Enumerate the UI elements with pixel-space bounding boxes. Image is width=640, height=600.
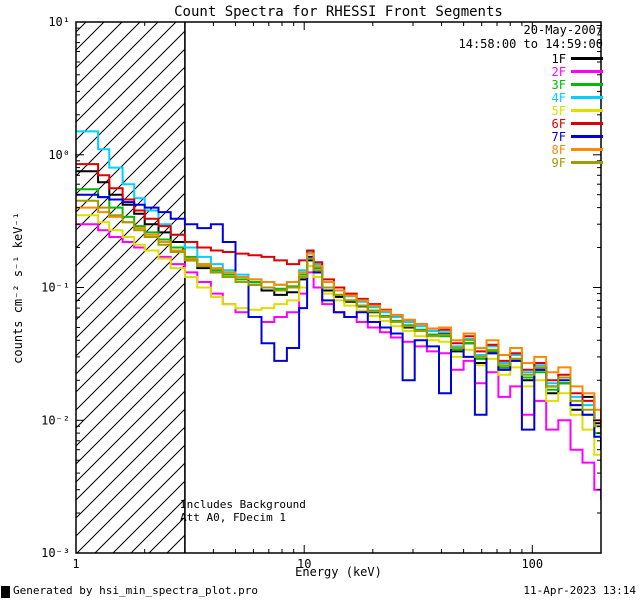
x-axis-label: Energy (keV) (295, 565, 382, 579)
legend-entry: 4F (551, 90, 603, 105)
attenuator-note: Att A0, FDecim 1 (180, 511, 286, 524)
background-note: Includes Background (180, 498, 306, 511)
legend-entry: 3F (551, 77, 603, 92)
legend-color-line (571, 70, 603, 73)
legend-entry: 8F (551, 142, 603, 157)
low-energy-hatch-region (76, 22, 185, 553)
y-tick-label: 10⁻³ (41, 546, 70, 560)
page-title: Count Spectra for RHESSI Front Segments (174, 4, 503, 20)
x-tick-label: 10 (297, 557, 311, 571)
legend-entry-label: 9F (551, 155, 566, 170)
series-layer (76, 130, 601, 501)
legend-entry: 2F (551, 64, 603, 79)
legend-entry-label: 3F (551, 77, 566, 92)
y-tick-label: 10⁻² (41, 413, 70, 427)
legend-color-line (571, 161, 603, 164)
y-tick-label: 10⁻¹ (41, 281, 70, 295)
legend: 1F 2F 3F 4F 5F 6F 7F 8F 9F (551, 51, 603, 170)
generator-credit: Generated by hsi_min_spectra_plot.pro (13, 584, 259, 597)
legend-color-line (571, 83, 603, 86)
legend-color-line (571, 109, 603, 112)
series-9F-line (76, 199, 601, 437)
legend-color-line (571, 96, 603, 99)
legend-entry-label: 6F (551, 116, 566, 131)
legend-entry-label: 2F (551, 64, 566, 79)
y-tick-label: 10¹ (48, 15, 70, 29)
observation-datetime: 20-May-2007 14:58:00 to 14:59:00 (458, 23, 604, 51)
plot-border (75, 21, 602, 554)
legend-entry-label: 4F (551, 90, 566, 105)
legend-entry: 5F (551, 103, 603, 118)
footer-marker-block (1, 586, 10, 598)
x-tick-label: 100 (521, 557, 543, 571)
legend-entry-label: 8F (551, 142, 566, 157)
legend-entry: 7F (551, 129, 603, 144)
legend-entry-label: 7F (551, 129, 566, 144)
y-tick-label: 10⁰ (48, 148, 70, 162)
legend-color-line (571, 148, 603, 151)
observation-date: 20-May-2007 (523, 23, 603, 37)
render-timestamp: 11-Apr-2023 13:14 (523, 584, 636, 597)
observation-time-range: 14:58:00 to 14:59:00 (458, 36, 604, 51)
legend-entry: 1F (551, 51, 603, 66)
series-7F-line (76, 193, 601, 450)
legend-entry-label: 1F (551, 51, 566, 66)
legend-color-line (571, 135, 603, 138)
legend-color-line (571, 57, 603, 60)
legend-color-line (571, 122, 603, 125)
legend-entry: 6F (551, 116, 603, 131)
x-tick-label: 1 (72, 557, 79, 571)
y-axis-label: counts cm⁻² s⁻¹ keV⁻¹ (11, 212, 25, 364)
legend-entry-label: 5F (551, 103, 566, 118)
legend-entry: 9F (551, 155, 603, 170)
plot-annotations: Includes Background Att A0, FDecim 1 (180, 498, 306, 524)
